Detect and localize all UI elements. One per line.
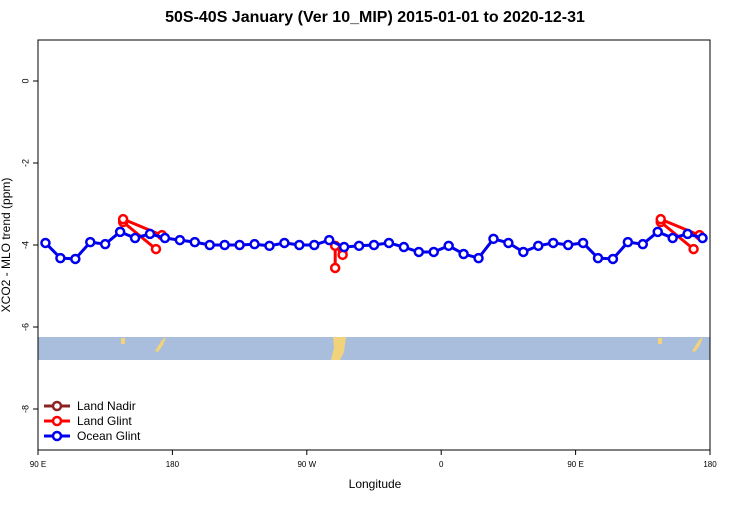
y-tick-label: -4: [20, 241, 30, 249]
data-point: [443, 240, 454, 252]
data-point: [55, 252, 66, 264]
x-tick-label: 90 E: [567, 460, 583, 469]
data-point: [667, 232, 678, 244]
x-tick-label: 180: [703, 460, 717, 469]
land: [155, 337, 166, 352]
data-point: [99, 238, 111, 250]
data-point: [697, 232, 708, 244]
data-point: [117, 213, 129, 225]
data-point: [264, 240, 275, 252]
data-point: [398, 241, 410, 253]
legend-marker: [51, 430, 63, 442]
y-tick-label: 0: [20, 78, 30, 83]
data-point: [688, 243, 699, 255]
data-point: [174, 234, 186, 246]
legend-label: Land Glint: [77, 414, 132, 428]
data-point: [577, 237, 589, 249]
data-point: [458, 248, 469, 260]
land: [331, 337, 346, 360]
data-point: [129, 232, 141, 244]
data-point: [144, 228, 156, 240]
ocean-strip: [38, 337, 710, 360]
data-point: [204, 239, 215, 251]
data-point: [219, 239, 230, 251]
data-point: [279, 237, 290, 249]
data-point: [114, 226, 126, 238]
legend-label: Ocean Glint: [77, 429, 141, 443]
data-point: [329, 262, 341, 274]
x-tick-label: 90 W: [297, 460, 316, 469]
data-point: [622, 236, 634, 248]
data-point: [607, 253, 619, 265]
map-strip: [38, 337, 710, 360]
data-point: [150, 243, 162, 255]
land: [121, 338, 125, 344]
data-point: [682, 228, 693, 240]
data-point: [383, 237, 395, 249]
legend-label: Land Nadir: [77, 399, 136, 413]
data-point: [338, 241, 350, 253]
data-point: [637, 238, 649, 250]
data-point: [488, 233, 499, 245]
data-point: [428, 246, 439, 258]
data-point: [85, 236, 96, 248]
y-tick-label: -2: [20, 159, 30, 167]
data-point: [323, 234, 335, 246]
data-point: [189, 236, 201, 248]
y-tick-label: -8: [20, 405, 30, 413]
data-point: [368, 239, 380, 251]
data-point: [473, 252, 484, 264]
data-point: [592, 252, 604, 264]
y-tick-label: -6: [20, 323, 30, 331]
x-tick-label: 90 E: [30, 460, 46, 469]
data-point: [353, 240, 365, 252]
data-point: [70, 253, 81, 265]
data-point: [159, 232, 171, 244]
legend-marker: [51, 415, 63, 427]
data-point: [503, 237, 514, 249]
data-point: [249, 238, 260, 250]
data-point: [562, 239, 574, 251]
chart-title: 50S-40S January (Ver 10_MIP) 2015-01-01 …: [165, 9, 585, 26]
y-axis-label: XCO2 - MLO trend (ppm): [0, 178, 13, 313]
data-point: [655, 213, 666, 225]
data-point: [652, 226, 663, 238]
data-point: [40, 237, 51, 249]
data-point: [518, 246, 529, 258]
x-tick-label: 0: [439, 460, 444, 469]
x-axis-label: Longitude: [349, 477, 402, 491]
legend-marker: [51, 400, 63, 412]
data-point: [234, 239, 245, 251]
data-point: [309, 239, 320, 251]
data-point: [547, 237, 559, 249]
data-point: [294, 239, 305, 251]
data-point: [413, 246, 425, 258]
x-tick-label: 180: [166, 460, 180, 469]
land: [658, 338, 662, 344]
land: [692, 337, 703, 352]
data-point: [533, 240, 544, 252]
